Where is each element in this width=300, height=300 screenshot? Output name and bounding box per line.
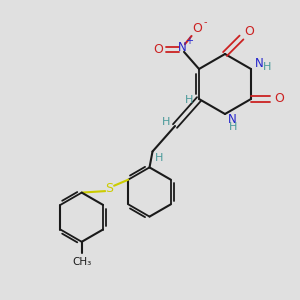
Text: O: O — [244, 25, 254, 38]
Text: N: N — [178, 40, 187, 54]
Text: H: H — [229, 122, 238, 132]
Text: N: N — [228, 113, 237, 126]
Text: -: - — [204, 17, 207, 28]
Text: CH₃: CH₃ — [72, 256, 91, 267]
Text: S: S — [105, 182, 113, 195]
Text: O: O — [274, 92, 284, 106]
Text: +: + — [185, 35, 193, 46]
Text: N: N — [255, 57, 264, 70]
Text: O: O — [193, 22, 202, 35]
Text: H: H — [162, 117, 170, 128]
Text: O: O — [154, 43, 164, 56]
Text: H: H — [155, 153, 163, 163]
Text: H: H — [263, 62, 272, 73]
Text: H: H — [185, 94, 194, 105]
